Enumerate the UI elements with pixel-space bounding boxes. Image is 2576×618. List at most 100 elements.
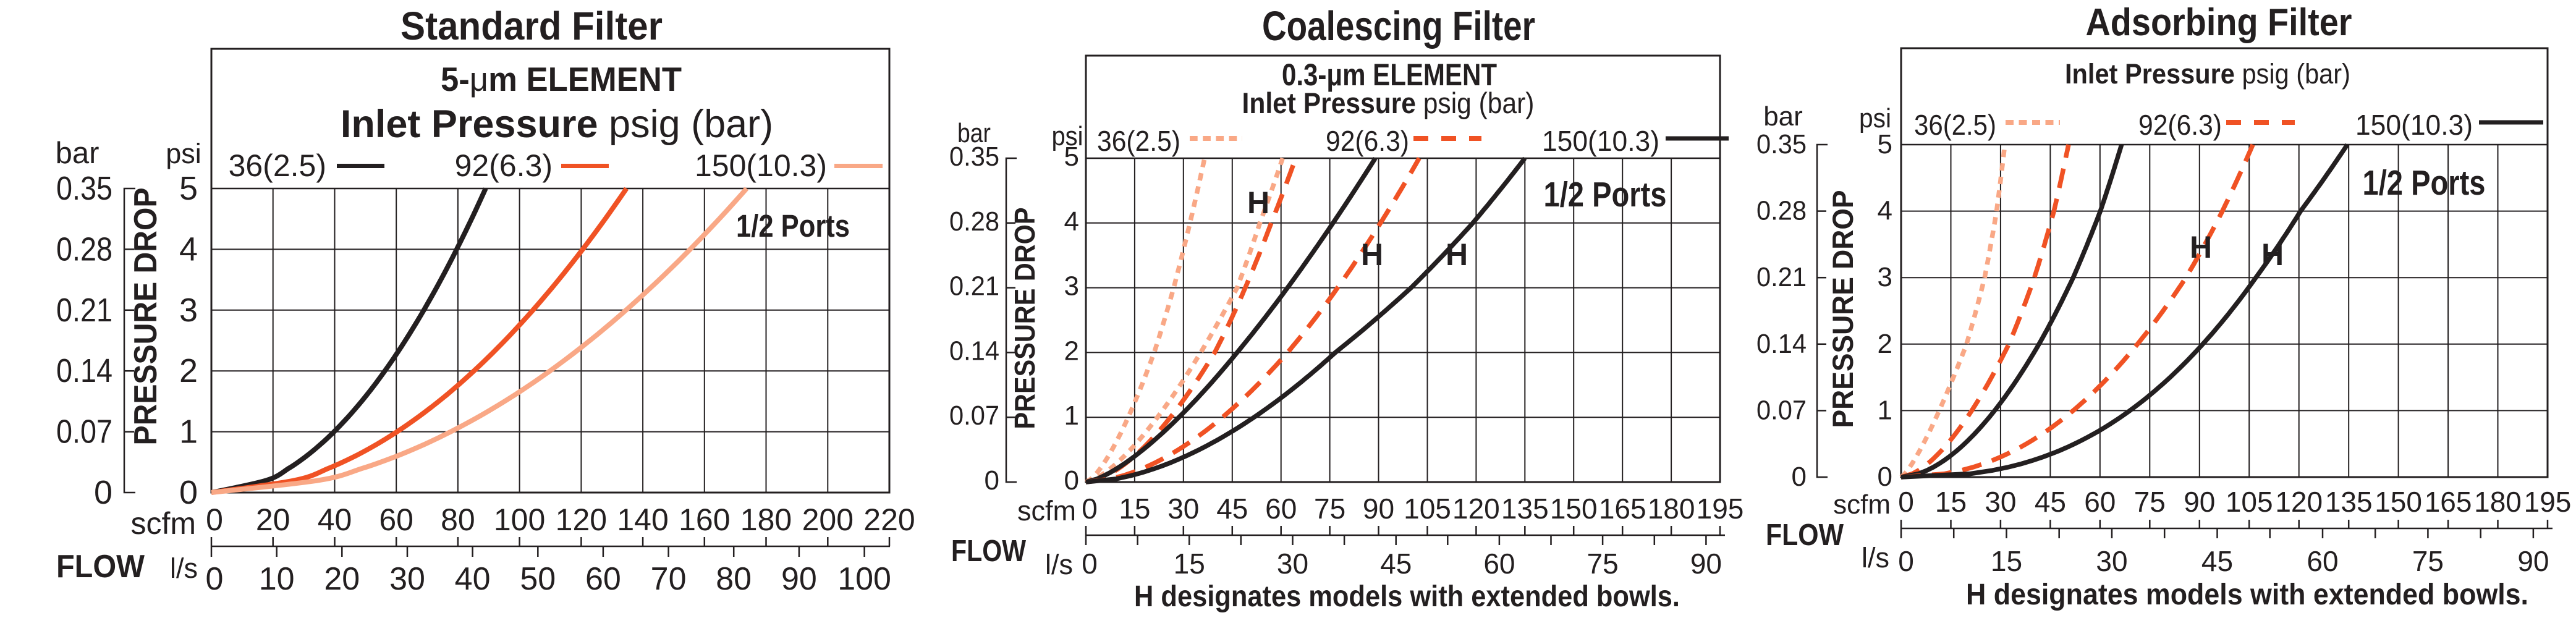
svg-text:H: H: [2190, 230, 2212, 265]
svg-text:FLOW: FLOW: [56, 549, 145, 585]
svg-text:180: 180: [1648, 493, 1695, 525]
svg-text:75: 75: [2134, 486, 2166, 518]
svg-text:45: 45: [1216, 493, 1248, 525]
svg-text:36(2.5): 36(2.5): [229, 148, 326, 183]
svg-text:150: 150: [1550, 493, 1598, 525]
svg-text:15: 15: [1174, 548, 1205, 580]
svg-text:0.07: 0.07: [56, 413, 112, 451]
svg-text:4: 4: [1064, 206, 1079, 237]
svg-text:15: 15: [1935, 486, 1967, 518]
svg-text:5: 5: [179, 170, 198, 207]
svg-text:0: 0: [206, 502, 223, 537]
svg-text:0.28: 0.28: [949, 206, 999, 237]
svg-text:0: 0: [1898, 486, 1914, 518]
svg-text:Coalescing Filter: Coalescing Filter: [1262, 3, 1535, 49]
svg-text:20: 20: [256, 502, 290, 537]
svg-text:H: H: [2261, 237, 2284, 272]
svg-text:30: 30: [2096, 545, 2127, 577]
svg-text:2: 2: [179, 352, 198, 389]
svg-text:100: 100: [837, 561, 891, 597]
svg-text:0.14: 0.14: [1756, 329, 1807, 359]
svg-text:160: 160: [679, 502, 730, 537]
svg-text:40: 40: [318, 502, 352, 537]
svg-text:30: 30: [1985, 486, 2016, 518]
svg-text:45: 45: [2201, 545, 2233, 577]
svg-text:0: 0: [1792, 462, 1807, 492]
svg-text:135: 135: [1501, 493, 1549, 525]
svg-text:90: 90: [1690, 548, 1722, 580]
svg-text:120: 120: [2275, 486, 2323, 518]
svg-text:1/2 Ports: 1/2 Ports: [2363, 163, 2486, 203]
svg-text:H: H: [1361, 237, 1383, 272]
svg-text:Adsorbing Filter: Adsorbing Filter: [2086, 1, 2352, 44]
svg-text:Standard Filter: Standard Filter: [400, 4, 663, 48]
svg-text:150(10.3): 150(10.3): [1542, 125, 1659, 157]
svg-text:100: 100: [494, 502, 545, 537]
svg-text:120: 120: [556, 502, 607, 537]
svg-text:psi: psi: [1859, 103, 1891, 133]
svg-text:60: 60: [2084, 486, 2116, 518]
svg-text:150(10.3): 150(10.3): [695, 148, 827, 183]
svg-text:0.07: 0.07: [1756, 395, 1807, 425]
svg-text:2: 2: [1064, 336, 1079, 366]
svg-text:120: 120: [1452, 493, 1500, 525]
svg-text:PRESSURE DROP: PRESSURE DROP: [1009, 208, 1041, 430]
svg-text:92(6.3): 92(6.3): [455, 148, 553, 183]
svg-text:135: 135: [2325, 486, 2373, 518]
svg-text:0.3-μm ELEMENT: 0.3-μm ELEMENT: [1282, 57, 1497, 92]
svg-text:150: 150: [2375, 486, 2422, 518]
svg-text:60: 60: [379, 502, 413, 537]
svg-text:H designates models with exten: H designates models with extended bowls.: [1134, 580, 1680, 613]
svg-text:200: 200: [802, 502, 854, 537]
svg-text:0: 0: [1082, 493, 1098, 525]
svg-text:15: 15: [1991, 545, 2022, 577]
svg-text:PRESSURE DROP: PRESSURE DROP: [1826, 190, 1859, 428]
svg-text:scfm: scfm: [1017, 495, 1076, 527]
svg-text:bar: bar: [957, 118, 991, 148]
svg-text:60: 60: [1265, 493, 1297, 525]
svg-text:H: H: [1446, 237, 1468, 272]
svg-text:36(2.5): 36(2.5): [1097, 125, 1180, 157]
svg-text:75: 75: [1314, 493, 1345, 525]
svg-text:140: 140: [617, 502, 668, 537]
svg-text:bar: bar: [1763, 101, 1803, 132]
svg-text:5: 5: [1878, 129, 1892, 159]
svg-text:4: 4: [179, 231, 198, 268]
svg-text:Inlet Pressure psig (bar): Inlet Pressure psig (bar): [2065, 58, 2350, 90]
svg-text:0: 0: [94, 474, 112, 511]
svg-text:150(10.3): 150(10.3): [2355, 109, 2473, 141]
svg-text:90: 90: [781, 561, 817, 597]
svg-text:0: 0: [985, 465, 999, 496]
svg-text:180: 180: [2474, 486, 2522, 518]
svg-text:195: 195: [1697, 493, 1744, 525]
svg-text:45: 45: [2035, 486, 2066, 518]
svg-text:scfm: scfm: [1833, 489, 1891, 520]
svg-text:165: 165: [2425, 486, 2472, 518]
svg-text:l/s: l/s: [170, 552, 198, 584]
svg-text:30: 30: [1277, 548, 1308, 580]
svg-text:15: 15: [1119, 493, 1150, 525]
svg-text:l/s: l/s: [1862, 542, 1889, 574]
svg-text:0.14: 0.14: [56, 352, 112, 389]
svg-text:psi: psi: [1052, 121, 1083, 151]
svg-text:psi: psi: [166, 138, 201, 169]
svg-text:Inlet Pressure psig (bar): Inlet Pressure psig (bar): [341, 103, 773, 146]
svg-text:Inlet Pressure psig (bar): Inlet Pressure psig (bar): [1242, 87, 1535, 119]
svg-text:40: 40: [455, 561, 491, 597]
svg-text:0.35: 0.35: [1756, 129, 1807, 159]
svg-text:0.14: 0.14: [949, 336, 999, 366]
svg-text:60: 60: [585, 561, 621, 597]
svg-text:10: 10: [259, 561, 295, 597]
svg-text:FLOW: FLOW: [1766, 519, 1844, 552]
svg-text:0.28: 0.28: [56, 231, 112, 268]
svg-text:220: 220: [863, 502, 915, 537]
svg-text:60: 60: [1483, 548, 1515, 580]
svg-text:180: 180: [740, 502, 792, 537]
svg-text:1: 1: [1064, 400, 1079, 431]
svg-text:50: 50: [520, 561, 556, 597]
svg-text:H: H: [1247, 185, 1269, 220]
svg-text:FLOW: FLOW: [951, 535, 1027, 568]
svg-text:3: 3: [1878, 262, 1892, 292]
svg-text:90: 90: [2517, 545, 2549, 577]
svg-text:0.21: 0.21: [1756, 262, 1807, 292]
